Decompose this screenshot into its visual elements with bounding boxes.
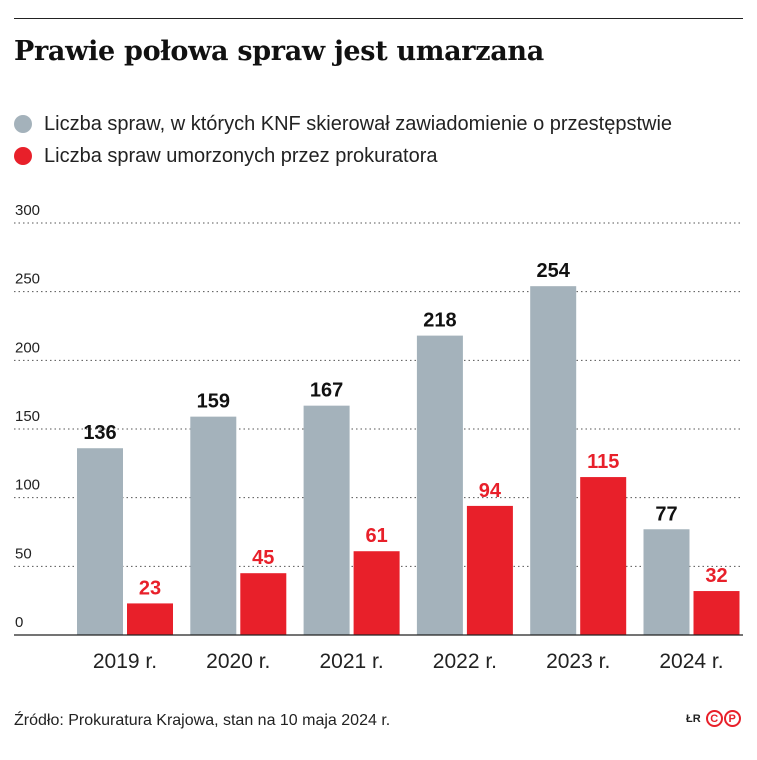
data-label-umorzone-2: 61	[365, 525, 387, 547]
bar-umorzone-1	[240, 573, 287, 635]
x-tick-label-0: 2019 r.	[93, 650, 157, 673]
y-tick-label-150: 150	[15, 408, 40, 425]
source-note: Źródło: Prokuratura Krajowa, stan na 10 …	[14, 712, 391, 729]
x-tick-label-4: 2023 r.	[546, 650, 610, 673]
legend-label-umorzone: Liczba spraw umorzonych przez prokurator…	[44, 144, 438, 167]
bar-knf-2	[303, 405, 350, 635]
bar-umorzone-5	[693, 591, 740, 635]
y-tick-label-250: 250	[15, 271, 40, 288]
brand-mark: ŁR C P	[686, 710, 741, 727]
y-tick-label-200: 200	[15, 339, 40, 356]
data-label-knf-0: 136	[83, 422, 116, 444]
data-label-umorzone-4: 115	[587, 451, 619, 473]
copyright-c-icon: C	[705, 710, 723, 727]
bar-umorzone-2	[353, 551, 400, 635]
legend-item-knf: Liczba spraw, w których KNF skierował za…	[14, 108, 672, 140]
y-tick-label-50: 50	[15, 545, 32, 562]
bar-chart: 0 50 100 150 200 250 300 136 23 2019 r. 159 45 2020 …	[14, 202, 743, 673]
bar-knf-3	[416, 335, 463, 635]
legend-label-knf: Liczba spraw, w których KNF skierował za…	[44, 112, 673, 135]
data-label-knf-1: 159	[197, 391, 230, 413]
y-tick-label-300: 300	[15, 202, 40, 219]
copyright-p-icon: P	[723, 710, 741, 727]
author-initials: ŁR	[686, 712, 701, 725]
bar-knf-0	[77, 448, 123, 635]
data-label-umorzone-1: 45	[252, 547, 274, 569]
legend-swatch-gray	[14, 115, 32, 133]
data-label-knf-4: 254	[537, 260, 571, 282]
data-label-knf-2: 167	[310, 380, 343, 402]
bar-umorzone-0	[127, 603, 173, 635]
x-tick-label-3: 2022 r.	[433, 650, 497, 673]
data-label-umorzone-3: 94	[479, 480, 502, 502]
x-tick-label-2: 2021 r.	[319, 650, 383, 673]
bar-knf-1	[190, 416, 237, 635]
legend-item-umorzone: Liczba spraw umorzonych przez prokurator…	[14, 140, 672, 172]
x-tick-label-5: 2024 r.	[659, 650, 723, 673]
y-tick-label-100: 100	[15, 477, 40, 494]
data-label-umorzone-5: 32	[705, 565, 727, 587]
legend-swatch-red	[14, 147, 32, 165]
chart-title: Prawie połowa spraw jest umarzana	[14, 36, 544, 67]
y-tick-label-0: 0	[15, 614, 23, 631]
data-label-knf-3: 218	[423, 310, 456, 332]
legend: Liczba spraw, w których KNF skierował za…	[14, 108, 672, 172]
bar-knf-5	[643, 529, 690, 635]
top-rule	[14, 18, 743, 19]
x-tick-label-1: 2020 r.	[206, 650, 270, 673]
bar-umorzone-4	[580, 477, 627, 635]
bar-umorzone-3	[466, 505, 513, 635]
data-label-knf-5: 77	[655, 503, 677, 525]
data-label-umorzone-0: 23	[139, 577, 161, 599]
bar-knf-4	[530, 286, 577, 635]
